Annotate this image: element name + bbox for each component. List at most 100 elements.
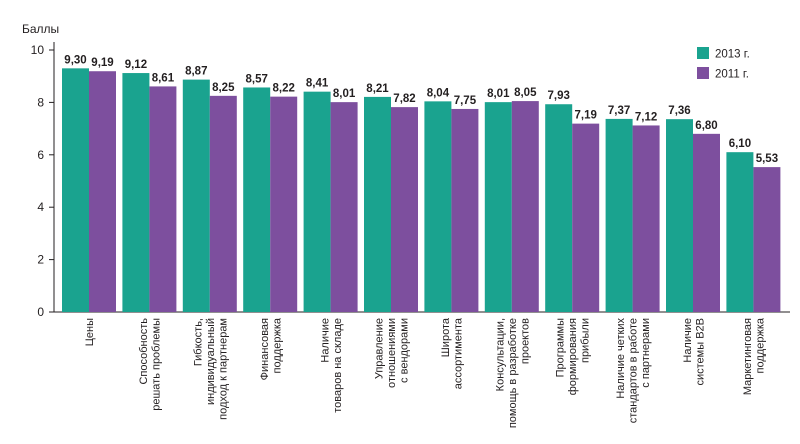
category-label-line: Способность	[138, 318, 150, 385]
category-label-line: Гибкость,	[192, 318, 204, 366]
legend-label: 2011 г.	[715, 69, 749, 81]
bar-2011	[753, 167, 781, 312]
category-label: Наличие системы B2B	[682, 318, 707, 386]
y-tick-label: 6	[37, 148, 44, 162]
bar-2011	[149, 86, 177, 312]
category-label: Маркетинговая поддержка	[742, 317, 767, 395]
category-label-line: индивидуальный	[205, 318, 217, 405]
bar-2013	[424, 101, 452, 313]
category-label-line: Цены	[84, 318, 96, 346]
y-axis-label: Баллы	[22, 22, 59, 36]
bar-2013	[666, 119, 693, 312]
value-label: 7,12	[635, 111, 657, 123]
category-labels: Цены Способность решать проблемы Гибкость, и…	[84, 317, 767, 428]
y-tick-label: 4	[37, 200, 44, 214]
value-label: 8,21	[366, 83, 389, 95]
bar-2013	[726, 152, 754, 312]
category-label: Наличие четких стандартов в работе с партн…	[615, 318, 652, 424]
value-label: 8,41	[306, 78, 329, 90]
category-label-line: отношениями	[386, 318, 398, 388]
value-label: 8,04	[427, 87, 450, 99]
bar-2013	[545, 104, 573, 312]
bar-2011	[572, 123, 600, 312]
category-label: Цены	[84, 318, 96, 346]
value-label: 8,25	[212, 82, 235, 94]
category-label: Широта ассортимента	[440, 317, 465, 389]
bar-2011	[451, 108, 479, 312]
value-label: 6,10	[729, 138, 751, 150]
legend: 2013 г. 2011 г.	[697, 47, 750, 81]
category-label-line: Финансовая	[259, 318, 271, 380]
category-label-line: Наличие четких	[615, 318, 627, 399]
value-label: 7,82	[393, 93, 415, 105]
bar-2013	[364, 96, 391, 312]
category-label-line: поддержка	[271, 317, 283, 373]
category-label-line: Маркетинговая	[742, 318, 754, 395]
category-label-line: ассортимента	[453, 317, 465, 389]
value-label: 7,37	[608, 105, 630, 117]
category-label-line: решать проблемы	[151, 318, 163, 411]
category-label-line: с вендорами	[399, 318, 411, 383]
category-label-line: подход к партнерам	[217, 318, 229, 420]
value-labels: 9,30 9,19 9,12 8,61 8,87 8,25 8,57 8,22 8,41 8,01…	[64, 54, 778, 165]
bar-2013	[243, 87, 271, 312]
value-label: 7,36	[668, 105, 690, 117]
category-label-line: Наличие	[682, 318, 694, 363]
bar-2013	[484, 102, 512, 312]
bar-2013	[303, 91, 331, 313]
category-label-line: Широта	[440, 317, 452, 357]
value-label: 9,12	[125, 59, 147, 71]
category-label-line: стандартов в работе	[628, 318, 640, 423]
value-label: 7,93	[548, 90, 570, 102]
y-tick-label: 2	[37, 253, 44, 267]
category-label-line: системы B2B	[694, 318, 706, 386]
value-label: 8,57	[246, 73, 268, 85]
bar-2011	[391, 107, 418, 312]
legend-label: 2013 г.	[715, 49, 750, 61]
value-label: 5,53	[756, 153, 778, 165]
bar-2011	[511, 101, 539, 312]
bars	[62, 68, 781, 313]
legend-swatch	[697, 47, 709, 59]
category-label: Управление отношениями с вендорами	[374, 318, 411, 388]
bar-2011	[693, 133, 720, 312]
value-label: 8,22	[273, 83, 295, 95]
bar-2013	[605, 118, 633, 312]
y-tick-label: 0	[37, 305, 44, 319]
category-label: Гибкость, индивидуальный подход к партнера…	[192, 318, 229, 420]
value-label: 8,01	[487, 88, 510, 100]
category-label-line: Управление	[374, 318, 386, 379]
category-label: Финансовая поддержка	[259, 317, 284, 380]
category-label: Наличие товаров на складе	[319, 318, 344, 413]
category-label: Способность решать проблемы	[138, 318, 163, 411]
bar-2011	[89, 71, 116, 312]
bar-2013	[182, 79, 210, 312]
category-label-line: поддержка	[755, 317, 767, 373]
bar-2013	[122, 73, 150, 312]
y-tick-label: 10	[31, 43, 45, 57]
bar-2011	[632, 125, 660, 313]
category-label-line: с партнерами	[640, 318, 652, 388]
value-label: 7,75	[454, 95, 477, 107]
category-label-line: прибыли	[580, 318, 592, 363]
bar-2011	[209, 95, 237, 312]
value-label: 7,19	[575, 110, 597, 122]
category-label: Программы формирования прибыли	[555, 318, 592, 395]
value-label: 8,01	[333, 88, 356, 100]
value-label: 9,19	[91, 57, 113, 69]
value-label: 6,80	[695, 120, 717, 132]
y-axis-ticks: 0 2 4 6 8 10	[31, 43, 54, 319]
value-label: 8,61	[152, 72, 175, 84]
y-tick-label: 8	[37, 95, 44, 109]
bar-2011	[330, 102, 358, 312]
category-label-line: помощь в разработке	[507, 318, 519, 428]
category-label-line: товаров на складе	[332, 318, 344, 413]
value-label: 8,05	[514, 87, 537, 99]
value-label: 9,30	[64, 54, 86, 66]
category-label-line: формирования	[567, 318, 579, 395]
value-label: 8,87	[185, 66, 207, 78]
bar-2011	[270, 96, 298, 312]
category-label-line: Наличие	[319, 318, 331, 363]
category-label-line: проектов	[519, 318, 531, 364]
